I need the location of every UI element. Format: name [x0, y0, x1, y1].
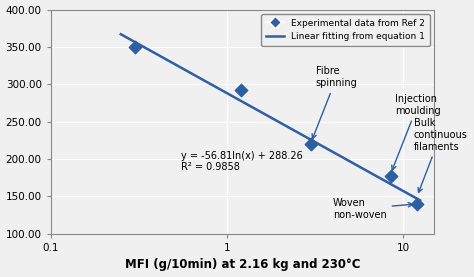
- X-axis label: MFI (g/10min) at 2.16 kg and 230°C: MFI (g/10min) at 2.16 kg and 230°C: [125, 258, 360, 271]
- Text: Woven
non-woven: Woven non-woven: [333, 198, 413, 220]
- Text: y = -56.81ln(x) + 288.26
R² = 0.9858: y = -56.81ln(x) + 288.26 R² = 0.9858: [181, 150, 303, 172]
- Point: [413, 202, 421, 206]
- Point: [237, 87, 245, 92]
- Text: Fibre
spinning: Fibre spinning: [312, 66, 357, 138]
- Point: [387, 173, 394, 178]
- Point: [131, 45, 138, 49]
- Point: [307, 142, 315, 146]
- Text: Injection
moulding: Injection moulding: [392, 94, 441, 170]
- Text: Bulk
continuous
filaments: Bulk continuous filaments: [414, 118, 467, 193]
- Legend: Experimental data from Ref 2, Linear fitting from equation 1: Experimental data from Ref 2, Linear fit…: [261, 14, 429, 46]
